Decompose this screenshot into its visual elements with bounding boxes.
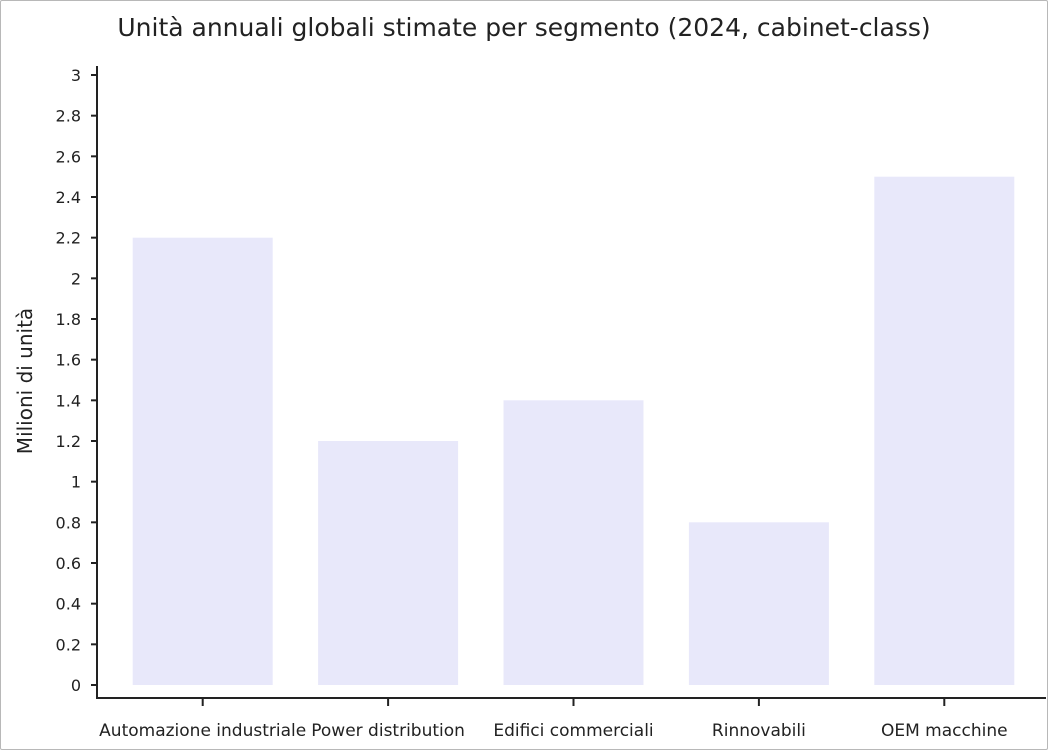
y-tick-label-14: 2.8: [56, 107, 81, 126]
y-tick-label-13: 2.6: [56, 147, 81, 166]
y-tick-label-12: 2.4: [56, 188, 81, 207]
x-tick-label-3: Rinnovabili: [712, 721, 806, 741]
y-tick-label-3: 0.6: [56, 554, 81, 573]
y-tick-label-8: 1.6: [56, 351, 81, 370]
x-tick-label-1: Power distribution: [311, 721, 465, 741]
x-tick-label-4: OEM macchine: [881, 721, 1008, 741]
bars-group: [132, 176, 1015, 685]
bar-2: [503, 400, 644, 685]
y-tick-label-4: 0.8: [56, 513, 81, 532]
x-tick-label-0: Automazione industriale: [99, 721, 306, 741]
y-axis-label: Milioni di unità: [13, 308, 37, 454]
y-tick-label-11: 2.2: [56, 229, 81, 248]
bar-1: [318, 441, 459, 685]
y-tick-label-1: 0.2: [56, 635, 81, 654]
y-tick-label-15: 3: [71, 66, 81, 85]
y-tick-label-9: 1.8: [56, 310, 81, 329]
chart-title: Unità annuali globali stimate per segmen…: [117, 13, 931, 42]
y-tick-label-2: 0.4: [56, 595, 81, 614]
y-tick-label-5: 1: [71, 473, 81, 492]
x-tick-label-2: Edifici commerciali: [493, 721, 653, 741]
x-axis: Automazione industriale Power distributio…: [96, 697, 1046, 741]
bar-0: [132, 237, 273, 685]
y-tick-label-7: 1.4: [56, 391, 81, 410]
bar-4: [874, 176, 1015, 685]
y-axis: 0 0.2 0.4 0.6 0.8 1 1.2 1.4 1.6 1.8 2 2.2 2.4 2.6 2.8 3: [56, 66, 98, 698]
y-tick-label-0: 0: [71, 676, 81, 695]
y-tick-label-6: 1.2: [56, 432, 81, 451]
y-tick-label-10: 2: [71, 269, 81, 288]
bar-3: [688, 522, 829, 685]
